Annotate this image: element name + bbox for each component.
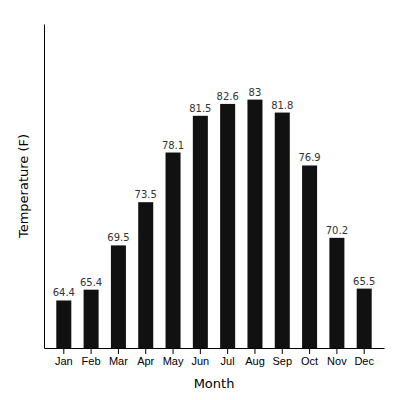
x-tick-label: Aug <box>245 355 265 367</box>
data-label: 65.4 <box>80 277 102 288</box>
x-tick: Feb <box>82 348 101 367</box>
x-tick-mark <box>309 348 310 354</box>
x-tick: May <box>163 348 184 367</box>
x-tick-label: Jul <box>221 355 235 367</box>
x-tick-mark <box>282 348 283 354</box>
x-tick-label: Mar <box>109 355 128 367</box>
data-label: 81.8 <box>271 100 293 111</box>
bar <box>111 245 126 348</box>
x-tick: Dec <box>354 348 374 367</box>
bar <box>329 238 344 348</box>
x-tick: Apr <box>137 348 154 367</box>
bar <box>302 165 317 348</box>
chart: Jan Feb Mar Apr May Jun Jul Aug Sep Oct Nov Dec 64.4… <box>0 0 400 400</box>
y-axis <box>44 25 45 349</box>
x-tick-label: Jun <box>191 355 209 367</box>
x-tick: Oct <box>301 348 318 367</box>
data-label: 69.5 <box>107 232 129 243</box>
x-tick-label: Apr <box>137 355 154 367</box>
x-tick-label: Jan <box>55 355 73 367</box>
x-tick-mark <box>63 348 64 354</box>
x-tick-mark <box>254 348 255 354</box>
x-tick-label: Oct <box>301 355 318 367</box>
x-tick-mark <box>200 348 201 354</box>
data-label: 65.5 <box>353 276 375 287</box>
x-tick: Sep <box>272 348 292 367</box>
plot: Jan Feb Mar Apr May Jun Jul Aug Sep Oct Nov Dec <box>45 25 385 400</box>
data-label: 82.6 <box>217 91 239 102</box>
x-axis: Jan Feb Mar Apr May Jun Jul Aug Sep Oct Nov Dec <box>45 348 385 367</box>
bar <box>166 153 181 348</box>
data-label: 70.2 <box>326 225 348 236</box>
x-tick: Jul <box>221 348 235 367</box>
bar <box>193 116 208 348</box>
x-tick-label: Sep <box>272 355 292 367</box>
x-axis-line <box>45 348 385 349</box>
x-tick-mark <box>145 348 146 354</box>
x-tick-label: Feb <box>82 355 101 367</box>
x-axis-title: Month <box>194 376 235 391</box>
x-tick: Jun <box>191 348 209 367</box>
x-tick-label: Nov <box>327 355 347 367</box>
x-tick-mark <box>173 348 174 354</box>
x-tick-label: Dec <box>354 355 374 367</box>
bar <box>357 289 372 348</box>
bar <box>275 113 290 348</box>
bar <box>220 104 235 348</box>
data-label: 81.5 <box>189 103 211 114</box>
data-label: 83 <box>249 87 262 98</box>
bar <box>84 290 99 348</box>
x-tick: Mar <box>109 348 128 367</box>
x-tick-label: May <box>163 355 184 367</box>
x-tick-mark <box>336 348 337 354</box>
bar <box>247 100 262 348</box>
x-tick: Jan <box>55 348 73 367</box>
x-tick: Nov <box>327 348 347 367</box>
y-axis-title: Temperature (F) <box>16 134 31 239</box>
x-tick-mark <box>118 348 119 354</box>
x-tick-mark <box>364 348 365 354</box>
bars <box>56 100 371 348</box>
x-tick: Aug <box>245 348 265 367</box>
bar <box>56 300 71 348</box>
data-labels: 64.4 65.4 69.5 73.5 78.1 81.5 82.6 83 81.8 76.9 70… <box>53 87 376 299</box>
data-label: 73.5 <box>135 189 157 200</box>
x-tick-mark <box>227 348 228 354</box>
y-axis-line <box>44 25 45 349</box>
data-label: 78.1 <box>162 140 184 151</box>
x-tick-mark <box>91 348 92 354</box>
bar <box>138 202 153 348</box>
data-label: 76.9 <box>298 152 320 163</box>
data-label: 64.4 <box>53 287 75 298</box>
